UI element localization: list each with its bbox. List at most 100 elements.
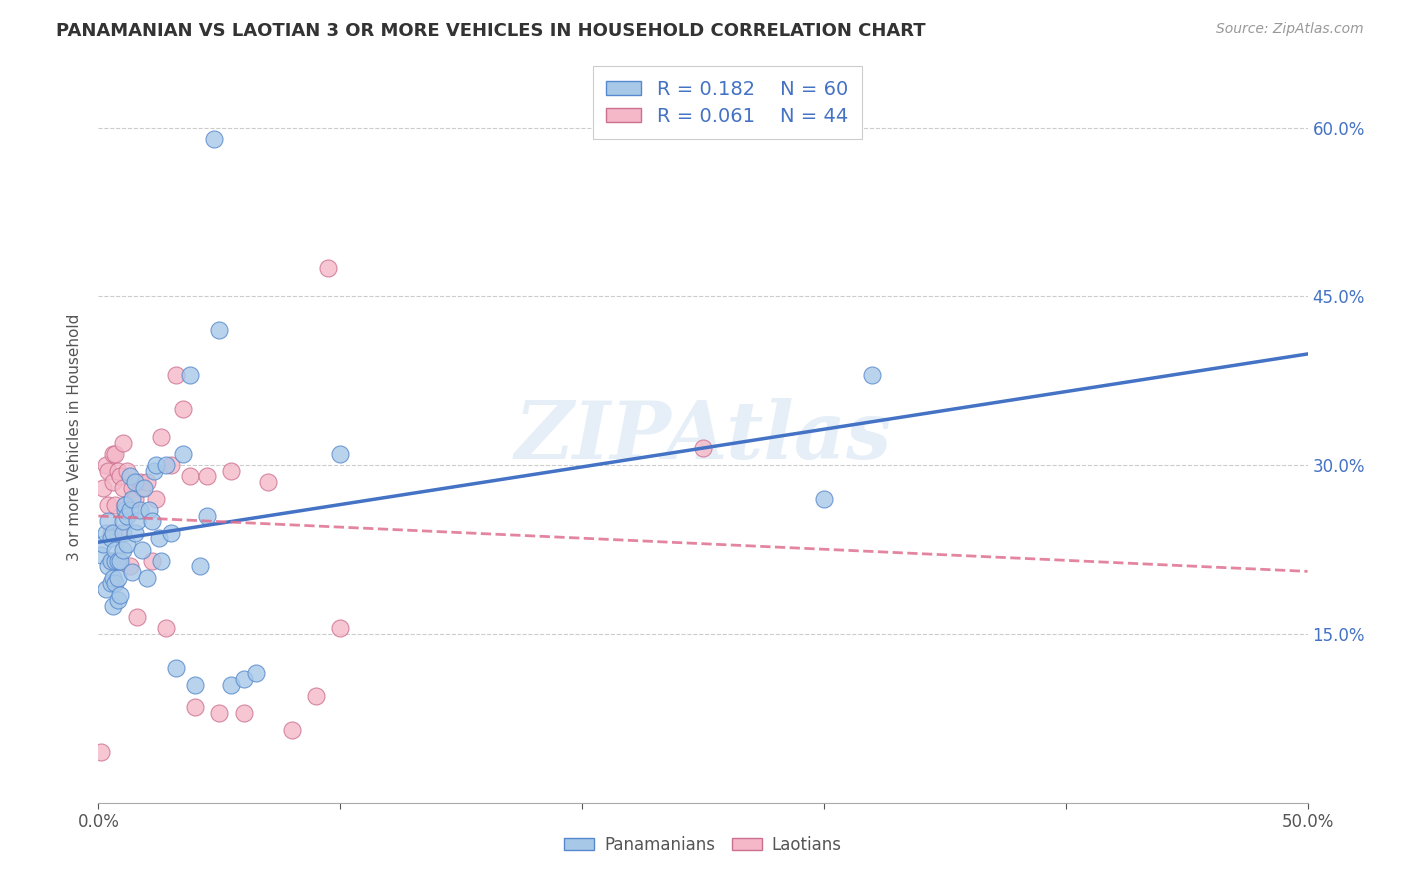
- Point: [208, 706, 231, 720]
- Point: [117, 508, 139, 523]
- Point: [148, 532, 170, 546]
- Point: [107, 464, 129, 478]
- Point: [128, 503, 150, 517]
- Point: [208, 323, 231, 337]
- Point: [111, 515, 134, 529]
- Point: [256, 475, 278, 489]
- Point: [91, 481, 114, 495]
- Point: [860, 368, 883, 383]
- Point: [329, 447, 352, 461]
- Point: [100, 525, 122, 540]
- Point: [145, 491, 167, 506]
- Point: [124, 475, 146, 489]
- Y-axis label: 3 or more Vehicles in Household: 3 or more Vehicles in Household: [67, 313, 83, 561]
- Point: [245, 666, 267, 681]
- Point: [131, 542, 153, 557]
- Point: [97, 464, 120, 478]
- Point: [305, 689, 328, 703]
- Point: [97, 559, 120, 574]
- Point: [121, 481, 143, 495]
- Point: [221, 464, 243, 478]
- Point: [108, 469, 131, 483]
- Point: [316, 261, 339, 276]
- Point: [172, 447, 194, 461]
- Point: [114, 498, 136, 512]
- Point: [104, 498, 127, 512]
- Point: [692, 442, 714, 456]
- Point: [117, 464, 139, 478]
- Point: [138, 503, 160, 517]
- Point: [188, 559, 211, 574]
- Point: [281, 723, 304, 737]
- Point: [121, 491, 143, 506]
- Point: [155, 621, 177, 635]
- Point: [165, 368, 187, 383]
- Point: [813, 491, 835, 506]
- Point: [155, 458, 177, 473]
- Point: [143, 464, 166, 478]
- Point: [131, 481, 153, 495]
- Point: [100, 576, 122, 591]
- Point: [135, 475, 157, 489]
- Point: [97, 515, 120, 529]
- Point: [114, 498, 136, 512]
- Point: [104, 542, 127, 557]
- Point: [329, 621, 352, 635]
- Point: [104, 576, 127, 591]
- Text: ZIPAtlas: ZIPAtlas: [515, 399, 891, 475]
- Point: [94, 582, 117, 596]
- Point: [101, 475, 124, 489]
- Point: [101, 571, 124, 585]
- Point: [111, 542, 134, 557]
- Point: [195, 469, 218, 483]
- Point: [145, 458, 167, 473]
- Point: [100, 554, 122, 568]
- Point: [118, 559, 141, 574]
- Point: [128, 475, 150, 489]
- Point: [97, 498, 120, 512]
- Point: [221, 678, 243, 692]
- Point: [127, 610, 149, 624]
- Point: [104, 447, 127, 461]
- Point: [111, 435, 134, 450]
- Point: [111, 525, 134, 540]
- Point: [117, 537, 139, 551]
- Point: [91, 537, 114, 551]
- Point: [127, 515, 149, 529]
- Text: Source: ZipAtlas.com: Source: ZipAtlas.com: [1216, 22, 1364, 37]
- Point: [107, 525, 129, 540]
- Point: [195, 508, 218, 523]
- Point: [107, 571, 129, 585]
- Point: [204, 132, 226, 146]
- Point: [134, 481, 156, 495]
- Point: [184, 678, 207, 692]
- Point: [135, 571, 157, 585]
- Point: [104, 554, 127, 568]
- Point: [94, 525, 117, 540]
- Point: [108, 554, 131, 568]
- Point: [160, 525, 183, 540]
- Point: [100, 554, 122, 568]
- Point: [150, 430, 173, 444]
- Point: [124, 491, 146, 506]
- Point: [118, 469, 141, 483]
- Point: [107, 593, 129, 607]
- Point: [90, 548, 112, 562]
- Point: [165, 661, 187, 675]
- Point: [172, 401, 194, 416]
- Point: [94, 458, 117, 473]
- Point: [179, 469, 201, 483]
- Point: [141, 515, 163, 529]
- Point: [101, 447, 124, 461]
- Point: [101, 525, 124, 540]
- Point: [107, 554, 129, 568]
- Point: [108, 588, 131, 602]
- Point: [124, 525, 146, 540]
- Text: PANAMANIAN VS LAOTIAN 3 OR MORE VEHICLES IN HOUSEHOLD CORRELATION CHART: PANAMANIAN VS LAOTIAN 3 OR MORE VEHICLES…: [56, 22, 927, 40]
- Point: [141, 554, 163, 568]
- Point: [232, 672, 254, 686]
- Legend: Panamanians, Laotians: Panamanians, Laotians: [558, 829, 848, 860]
- Point: [111, 481, 134, 495]
- Point: [118, 503, 141, 517]
- Point: [184, 700, 207, 714]
